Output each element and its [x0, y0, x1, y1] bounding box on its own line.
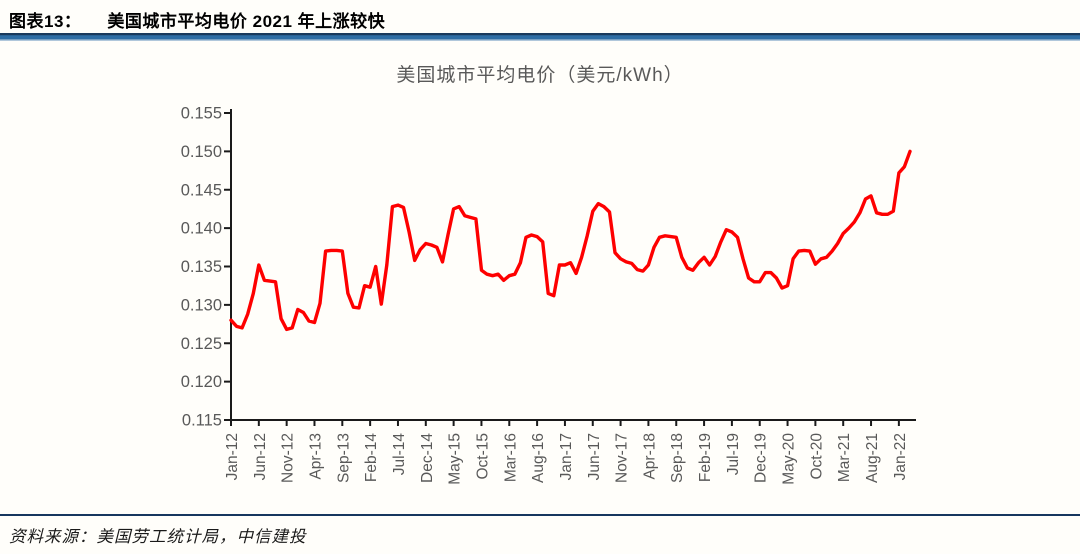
y-tick-label: 0.120 [181, 373, 222, 391]
x-tick-label: Mar-16 [502, 433, 519, 482]
x-tick-label: May-15 [447, 433, 464, 485]
x-tick-label: Sep-13 [335, 433, 352, 483]
x-tick-label: Jun-12 [252, 433, 269, 480]
x-tick-label: Dec-19 [753, 433, 770, 483]
source-text: 资料来源：美国劳工统计局，中信建投 [9, 527, 307, 546]
y-tick-label: 0.140 [181, 220, 222, 238]
x-tick-label: Apr-13 [307, 433, 324, 480]
y-tick-label: 0.150 [181, 143, 222, 161]
header-divider-bar [0, 33, 1080, 41]
x-tick-label: Oct-20 [808, 433, 825, 480]
x-tick-label: Feb-14 [363, 433, 380, 482]
x-tick-label: Aug-16 [530, 433, 547, 483]
x-tick-label: Jan-12 [224, 433, 241, 480]
chart-title: 美国城市平均电价（美元/kWh） [396, 65, 684, 86]
x-tick-label: Dec-14 [419, 433, 436, 483]
source-divider-line [0, 514, 1080, 516]
y-tick-label: 0.135 [181, 258, 222, 276]
x-tick-label: Jul-14 [391, 433, 408, 476]
x-tick-label: Feb-19 [697, 433, 714, 482]
x-tick-label: Jan-17 [558, 433, 575, 480]
x-tick-label: Jun-17 [586, 433, 603, 480]
x-tick-label: May-20 [781, 433, 798, 485]
x-tick-label: Oct-15 [474, 433, 491, 480]
figure-title: 美国城市平均电价 2021 年上涨较快 [107, 12, 386, 31]
y-tick-label: 0.115 [182, 412, 222, 430]
x-tick-label: Aug-21 [864, 433, 881, 483]
line-chart: 0.155 0.150 0.145 0.140 0.135 0.130 0.125 0.120… [181, 105, 916, 485]
x-tick-label: Jan-22 [892, 433, 909, 480]
figure-number: 图表13： [9, 12, 82, 31]
x-tick-label: Jul-19 [725, 433, 742, 475]
figure-header: 图表13： 美国城市平均电价 2021 年上涨较快 [9, 7, 1069, 32]
y-tick-label: 0.130 [181, 296, 222, 314]
x-tick-label: Nov-17 [614, 433, 631, 483]
x-tick-label: Nov-12 [280, 433, 297, 483]
x-tick-label: Mar-21 [836, 433, 853, 482]
y-tick-label: 0.145 [181, 181, 222, 199]
y-tick-label: 0.125 [181, 335, 222, 353]
x-tick-label: Apr-18 [641, 433, 658, 480]
y-tick-label: 0.155 [181, 105, 222, 123]
x-tick-label: Sep-18 [669, 433, 686, 483]
price-series-line [229, 149, 912, 332]
